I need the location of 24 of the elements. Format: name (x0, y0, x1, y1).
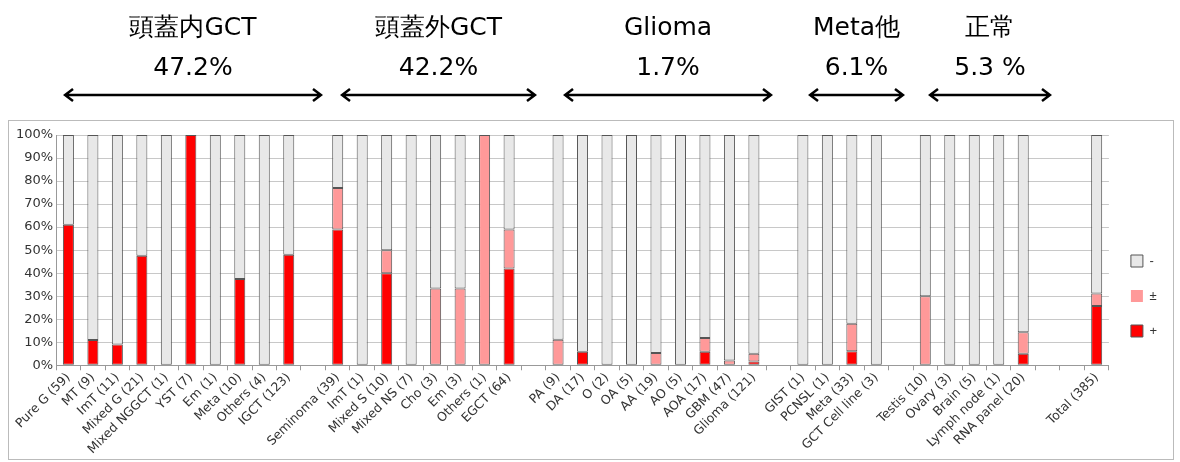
y-tick-label: 100% (15, 126, 54, 142)
text: 6.1% (823, 52, 890, 82)
y-tick-label: 30% (24, 287, 54, 303)
text: 頭蓋外GCT (373, 12, 504, 42)
legend-label: - (1149, 252, 1154, 268)
y-tick-label: 10% (24, 333, 54, 349)
text: Glioma (622, 12, 714, 42)
text: Meta他 (811, 12, 902, 42)
y-tick-label: 20% (24, 310, 54, 326)
text: 42.2% (397, 52, 480, 82)
y-tick-label: 60% (24, 218, 54, 234)
y-tick-label: 70% (24, 195, 54, 211)
y-tick-label: 90% (24, 149, 54, 165)
y-tick-label: 40% (24, 264, 54, 280)
text: 1.7% (635, 52, 701, 82)
text: 47.2% (152, 52, 234, 82)
legend-label: + (1149, 322, 1157, 338)
y-tick-label: 80% (24, 172, 54, 188)
y-tick-label: 0% (32, 356, 54, 372)
text: 頭蓋内GCT (128, 12, 258, 42)
legend-label: ± (1149, 287, 1157, 303)
text: 正常 (964, 12, 1016, 42)
y-tick-label: 50% (24, 241, 54, 257)
text: 5.3 % (953, 52, 1027, 82)
